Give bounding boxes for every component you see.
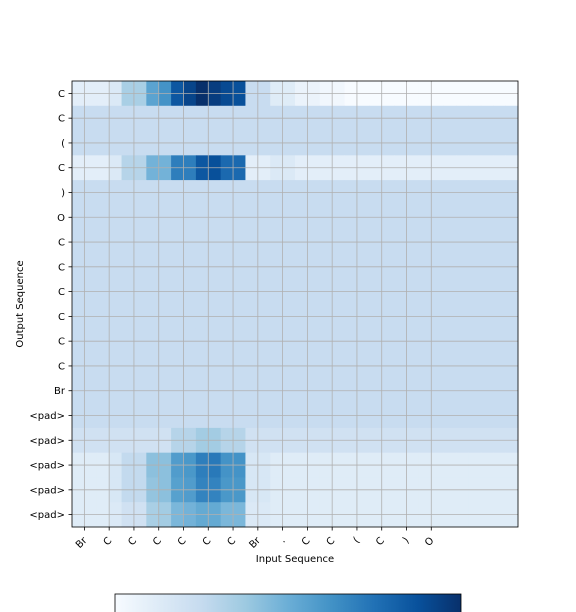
heatmap-grid [72,81,518,527]
y-tick-label: C [58,361,65,372]
x-tick-label: C [325,535,338,548]
plot-frame [71,80,519,528]
y-tick-label: <pad> [29,461,65,472]
x-tick-label: . [278,535,288,545]
x-axis-label: Input Sequence [256,554,334,565]
x-tick-label: C [102,535,115,548]
y-tick-label: C [58,262,65,273]
x-tick-label: C [151,535,164,548]
y-tick-label: <pad> [29,485,65,496]
y-tick-label: C [58,312,65,323]
y-tick-label: <pad> [29,436,65,447]
y-tick-label: ) [61,188,65,199]
y-tick-label: C [58,114,65,125]
y-tick-label: C [58,89,65,100]
y-tick-label: <pad> [29,510,65,521]
x-tick-label: C [225,535,238,548]
y-tick-label: C [58,287,65,298]
x-tick-label: C [176,535,189,548]
heatmap-cells [72,81,519,528]
colorbar [114,593,462,612]
y-tick-label: ( [61,138,65,149]
x-tick-label: ) [401,535,412,546]
x-tick-label: Br [74,535,90,551]
x-axis: Br C C C C C C Br. C C(C) O [74,527,436,551]
y-axis-label: Output Sequence [15,260,26,347]
x-tick-label: O [423,535,436,548]
y-tick-label: Br [54,386,66,397]
y-tick-label: C [58,163,65,174]
y-tick-label: C [58,337,65,348]
x-tick-label: ( [352,535,363,546]
x-tick-label: C [126,535,139,548]
x-tick-label: Br [247,535,263,551]
x-tick-label: C [374,535,387,548]
y-tick-label: <pad> [29,411,65,422]
y-axis: C C ( C) O C C C C C C Br <pad> <pad> <pad> <pad> <pad> [29,89,72,521]
y-tick-label: O [57,213,65,224]
y-tick-label: C [58,238,65,249]
x-tick-label: C [300,535,313,548]
x-tick-label: C [201,535,214,548]
